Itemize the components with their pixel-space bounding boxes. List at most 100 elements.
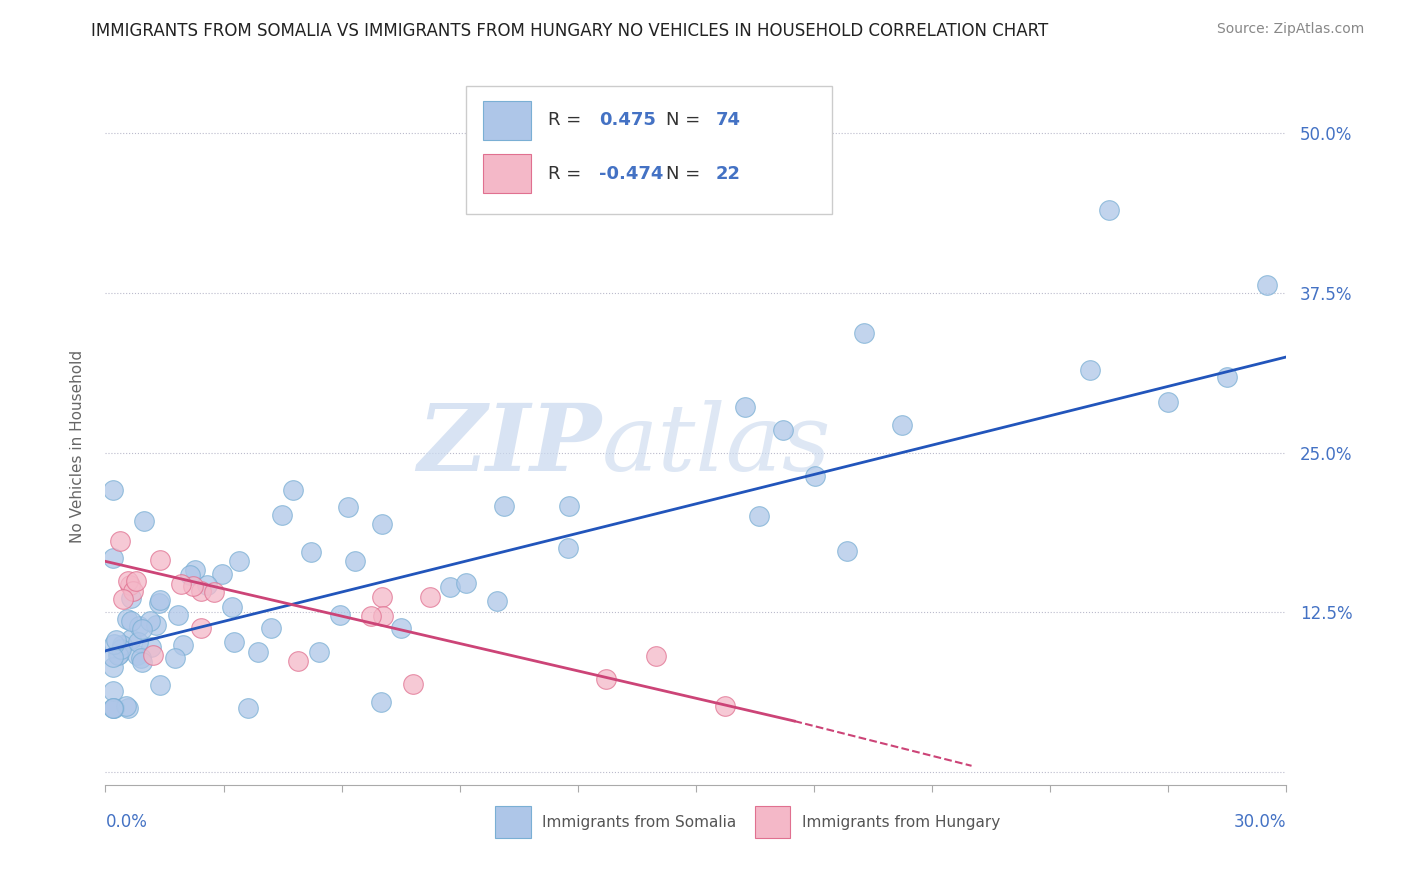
Point (247, 645, 270, 659)
Point (224, 635, 246, 649)
Point (236, 701, 259, 715)
Point (558, 499, 581, 513)
Point (419, 591, 441, 605)
Point (145, 617, 167, 632)
Text: Source: ZipAtlas.com: Source: ZipAtlas.com (1216, 22, 1364, 37)
FancyBboxPatch shape (755, 806, 790, 838)
FancyBboxPatch shape (495, 806, 530, 838)
Text: atlas: atlas (602, 400, 831, 490)
Point (127, 634, 149, 648)
Point (439, 580, 461, 594)
Point (108, 648, 131, 662)
Point (371, 590, 394, 604)
Point (103, 551, 125, 566)
Point (336, 500, 359, 514)
Point (287, 654, 309, 668)
Point (308, 645, 330, 659)
Point (103, 483, 125, 497)
Point (179, 567, 201, 582)
Point (299, 545, 322, 559)
Point (132, 514, 155, 528)
Point (103, 659, 125, 673)
Text: 30.0%: 30.0% (1234, 814, 1286, 831)
Point (1157, 395, 1180, 409)
Point (117, 701, 139, 715)
Point (1078, 363, 1101, 377)
Point (181, 579, 204, 593)
Point (734, 400, 756, 414)
Point (371, 609, 394, 624)
Point (221, 600, 243, 615)
Point (389, 621, 412, 635)
Point (105, 632, 128, 647)
Point (125, 574, 148, 589)
Point (149, 678, 172, 692)
Point (117, 574, 139, 589)
Point (118, 578, 141, 592)
Point (139, 614, 162, 628)
Point (172, 638, 194, 652)
Point (370, 516, 392, 531)
Text: IMMIGRANTS FROM SOMALIA VS IMMIGRANTS FROM HUNGARY NO VEHICLES IN HOUSEHOLD CORR: IMMIGRANTS FROM SOMALIA VS IMMIGRANTS FR… (91, 22, 1049, 40)
Point (111, 638, 134, 652)
Point (557, 541, 579, 556)
Point (211, 566, 233, 581)
Text: 0.0%: 0.0% (105, 814, 148, 831)
Point (645, 649, 668, 664)
Point (139, 640, 162, 654)
Point (120, 591, 142, 605)
Text: No Vehicles in Household: No Vehicles in Household (70, 350, 84, 542)
Point (190, 621, 212, 635)
Point (344, 553, 367, 567)
Point (103, 637, 125, 651)
Point (110, 642, 132, 657)
Point (115, 612, 138, 626)
Point (131, 655, 153, 669)
Point (120, 632, 142, 647)
FancyBboxPatch shape (484, 153, 530, 193)
Point (837, 544, 859, 558)
Point (148, 596, 170, 610)
Text: Immigrants from Hungary: Immigrants from Hungary (803, 815, 1001, 830)
Point (494, 499, 516, 513)
Point (114, 698, 136, 713)
Point (772, 423, 794, 437)
Point (1256, 278, 1278, 293)
Point (281, 483, 304, 498)
Point (1216, 370, 1239, 384)
Point (485, 593, 508, 607)
Text: N =: N = (666, 111, 706, 128)
Point (748, 508, 770, 523)
Point (107, 648, 129, 663)
Point (103, 701, 125, 715)
Point (360, 609, 382, 624)
Text: R =: R = (548, 165, 588, 183)
Point (271, 508, 294, 523)
Text: Immigrants from Somalia: Immigrants from Somalia (543, 815, 737, 830)
Point (595, 672, 617, 686)
Point (131, 622, 153, 636)
Point (103, 701, 125, 715)
Point (190, 583, 212, 598)
Point (853, 326, 876, 340)
Point (122, 584, 145, 599)
Point (103, 650, 125, 665)
Point (163, 650, 186, 665)
Point (228, 554, 250, 568)
Point (103, 701, 125, 715)
Point (129, 651, 152, 665)
Point (128, 619, 150, 633)
Point (1098, 202, 1121, 217)
Point (402, 677, 425, 691)
Point (891, 417, 914, 432)
Text: 0.475: 0.475 (599, 111, 657, 128)
FancyBboxPatch shape (465, 87, 832, 214)
Point (370, 695, 392, 709)
Point (127, 648, 149, 663)
Point (103, 683, 125, 698)
Text: N =: N = (666, 165, 706, 183)
Point (110, 534, 132, 549)
Text: ZIP: ZIP (418, 400, 602, 490)
Point (202, 584, 225, 599)
Point (111, 591, 134, 606)
